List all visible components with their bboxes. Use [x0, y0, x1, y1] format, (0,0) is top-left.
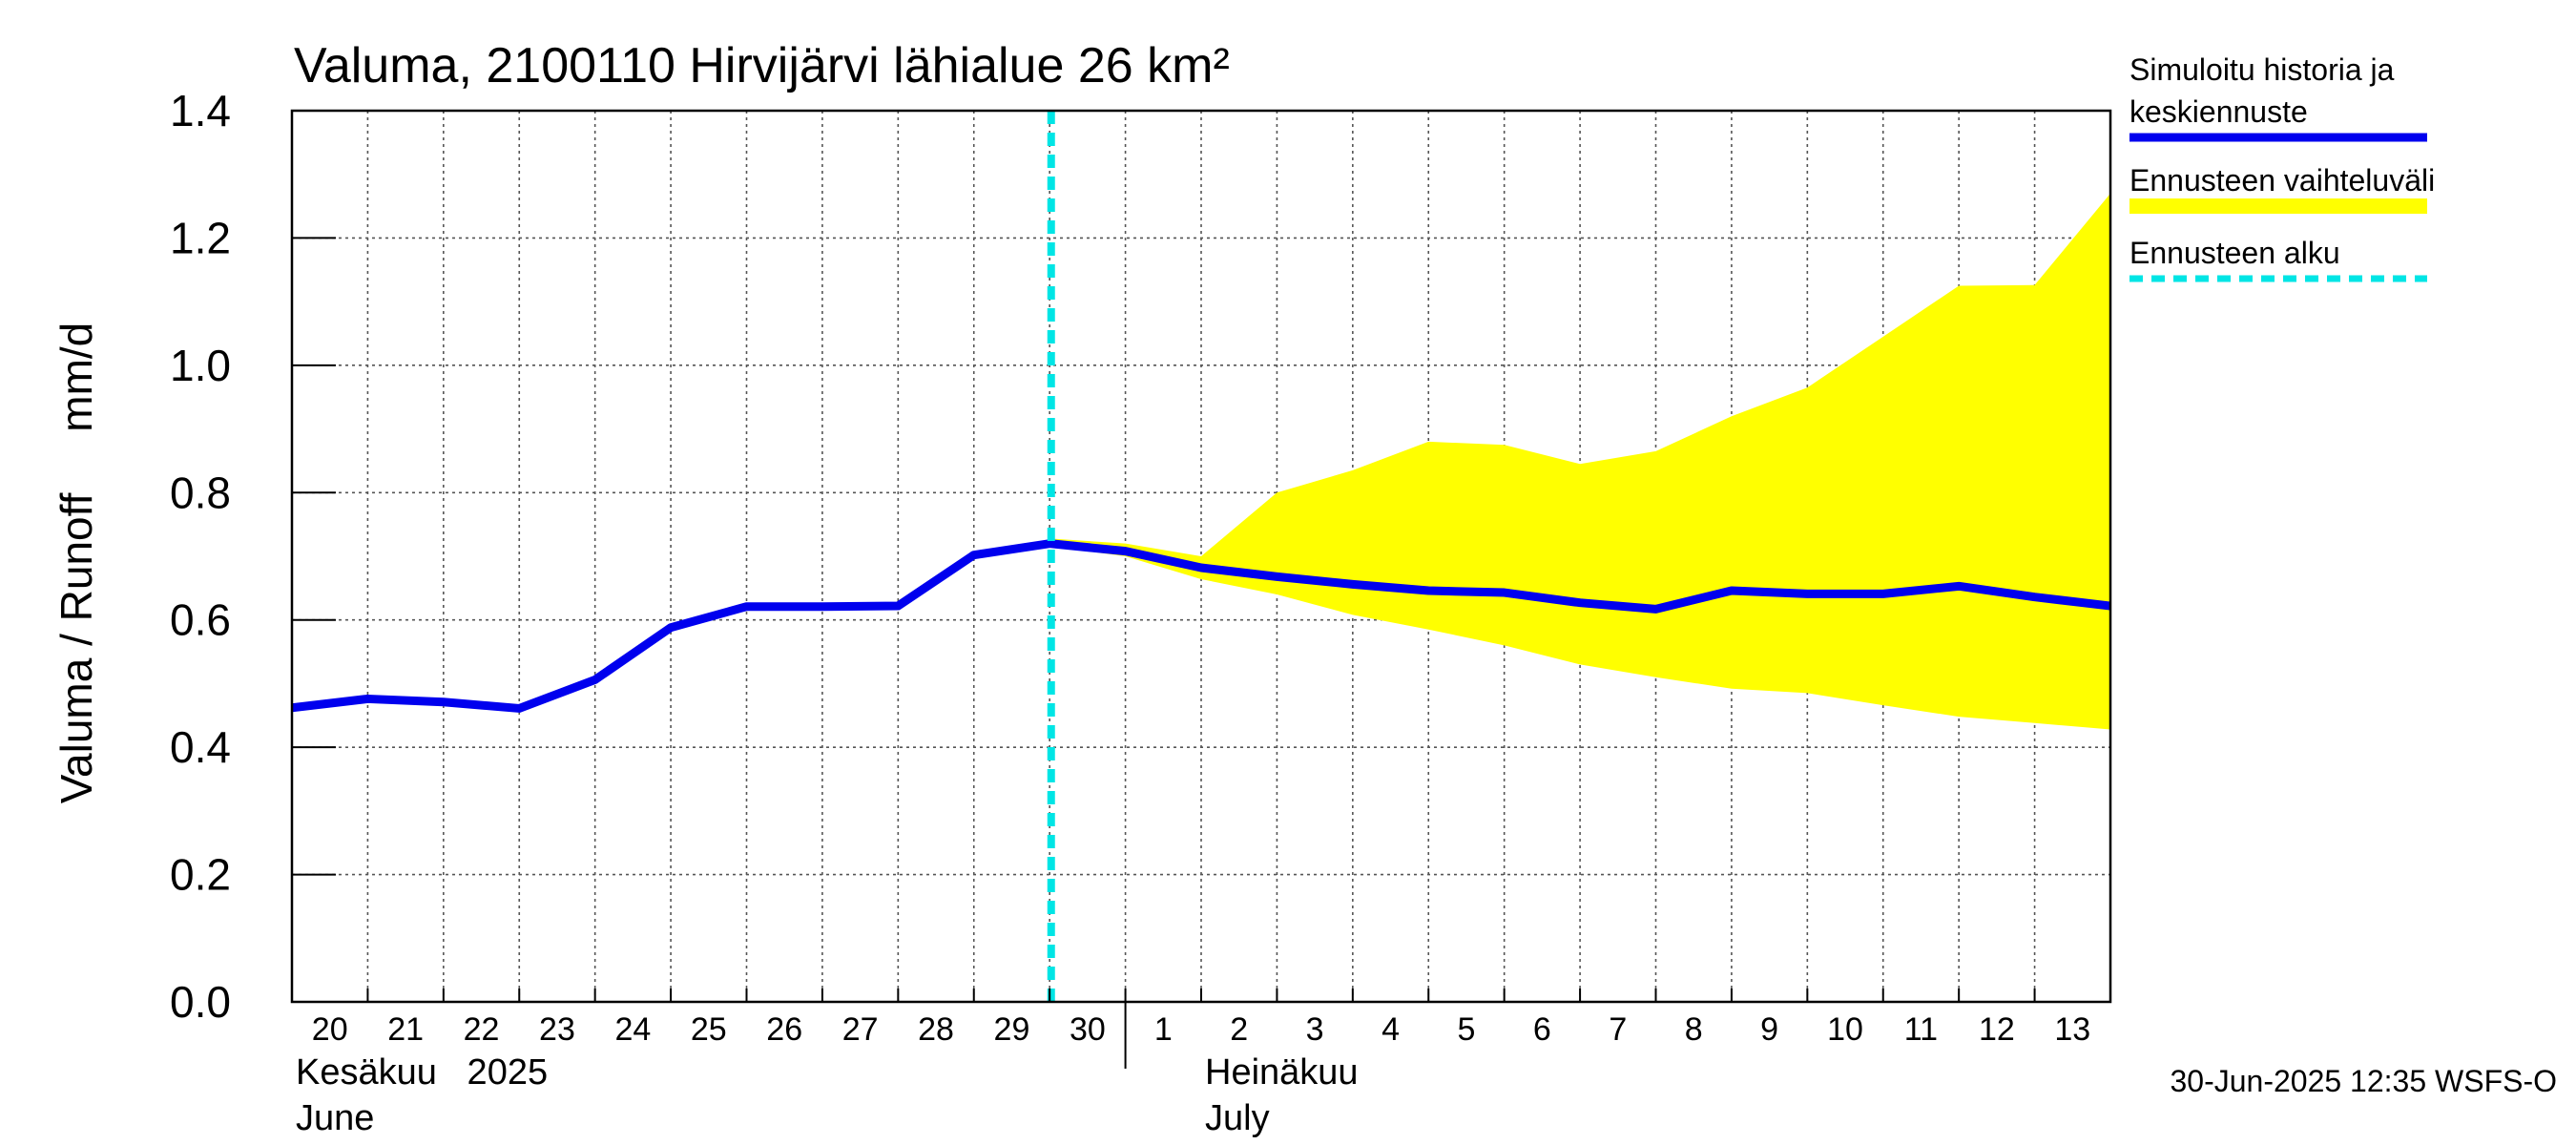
- y-axis-label: Valuma / Runoff mm/d: [52, 323, 101, 804]
- chart-title: Valuma, 2100110 Hirvijärvi lähialue 26 k…: [294, 38, 1230, 94]
- simulated-runoff-line: [291, 539, 2111, 713]
- y-tick-label: 0.6: [170, 595, 231, 645]
- x-tick-label: 7: [1609, 1011, 1627, 1048]
- x-tick-label: 1: [1154, 1011, 1173, 1048]
- x-tick-label: 21: [387, 1011, 424, 1048]
- vertical-grid-lines: [366, 111, 2036, 1002]
- x-tick-label: 22: [464, 1011, 500, 1048]
- y-tick-label: 0.4: [170, 722, 231, 772]
- month-label-english: July: [1205, 1098, 1270, 1138]
- y-tick-label: 1.0: [170, 341, 231, 390]
- y-tick-label: 1.2: [170, 213, 231, 262]
- y-tick-label: 0.2: [170, 850, 231, 900]
- x-tick-label: 10: [1827, 1011, 1863, 1048]
- legend-label: Ennusteen alku: [2129, 236, 2340, 270]
- month-labels: Kesäkuu 2025 June Heinäkuu July: [296, 1052, 1359, 1138]
- x-tick-label: 4: [1381, 1011, 1400, 1048]
- x-tick-label: 5: [1457, 1011, 1475, 1048]
- x-tick-label: 2: [1230, 1011, 1248, 1048]
- x-axis-ticks: 20 21 22 23 24 25 26 27 28 29 30 1 2 3 4 5 6 7 8 9 10 11 12 13: [291, 989, 2111, 1048]
- y-tick-label: 0.8: [170, 468, 231, 517]
- legend-label: keskiennuste: [2129, 94, 2308, 129]
- x-tick-label: 20: [312, 1011, 348, 1048]
- timestamp-footer: 30-Jun-2025 12:35 WSFS-O: [2170, 1064, 2557, 1098]
- x-tick-label: 27: [842, 1011, 879, 1048]
- x-tick-label: 25: [691, 1011, 727, 1048]
- x-tick-label: 30: [1070, 1011, 1106, 1048]
- x-tick-label: 28: [918, 1011, 954, 1048]
- x-tick-label: 9: [1760, 1011, 1778, 1048]
- x-tick-label: 12: [1979, 1011, 2015, 1048]
- x-tick-label: 23: [539, 1011, 575, 1048]
- x-tick-label: 24: [614, 1011, 651, 1048]
- y-axis-ticks: 0.0 0.2 0.4 0.6 0.8 1.0 1.2 1.4: [170, 86, 336, 1027]
- month-label-local: Heinäkuu: [1205, 1052, 1359, 1093]
- legend: Simuloitu historia ja keskiennuste Ennuste…: [2129, 52, 2435, 282]
- month-label-local: Kesäkuu 2025: [296, 1052, 548, 1093]
- x-tick-label: 29: [994, 1011, 1030, 1048]
- legend-label: Ennusteen vaihteluväli: [2129, 163, 2435, 198]
- x-tick-label: 3: [1306, 1011, 1324, 1048]
- x-tick-label: 26: [766, 1011, 802, 1048]
- x-tick-label: 6: [1533, 1011, 1551, 1048]
- horizontal-grid-lines: [292, 237, 2110, 876]
- y-tick-label: 1.4: [170, 86, 231, 135]
- y-tick-label: 0.0: [170, 977, 231, 1027]
- x-tick-label: 11: [1904, 1011, 1938, 1048]
- legend-label: Simuloitu historia ja: [2129, 52, 2395, 87]
- x-tick-label: 8: [1685, 1011, 1703, 1048]
- x-tick-label: 13: [2054, 1011, 2090, 1048]
- month-label-english: June: [296, 1098, 374, 1138]
